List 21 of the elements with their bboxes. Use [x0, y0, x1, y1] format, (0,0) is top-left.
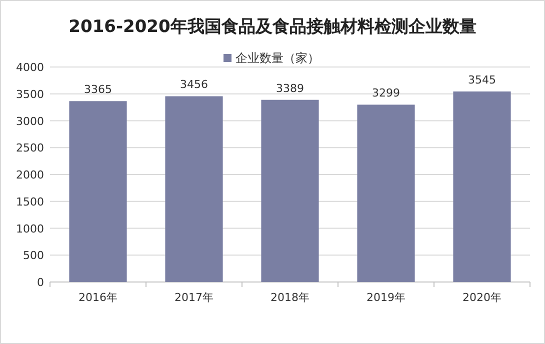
y-tick-label: 2000 — [16, 168, 44, 182]
chart-title: 2016-2020年我国食品及食品接触材料检测企业数量 — [68, 17, 476, 37]
data-label: 3365 — [84, 83, 112, 96]
y-tick-label: 500 — [23, 249, 44, 262]
y-tick-label: 1000 — [16, 222, 44, 236]
x-tick-label: 2016年 — [78, 291, 118, 304]
x-tick-label: 2018年 — [270, 291, 310, 304]
y-tick-label: 0 — [37, 276, 44, 289]
data-label: 3389 — [276, 82, 304, 95]
x-tick-label: 2019年 — [366, 291, 406, 304]
y-tick-label: 4000 — [16, 61, 44, 74]
y-tick-label: 1500 — [16, 195, 44, 208]
y-tick-label: 3000 — [16, 114, 44, 128]
data-label: 3456 — [180, 78, 208, 92]
y-tick-label: 3500 — [16, 88, 44, 101]
data-label: 3545 — [468, 73, 496, 86]
y-tick-label: 2500 — [16, 142, 44, 155]
legend-label: 企业数量（家） — [236, 51, 320, 65]
x-tick-label: 2017年 — [174, 291, 214, 304]
data-label: 3299 — [372, 86, 400, 100]
x-tick-label: 2020年 — [462, 291, 502, 304]
